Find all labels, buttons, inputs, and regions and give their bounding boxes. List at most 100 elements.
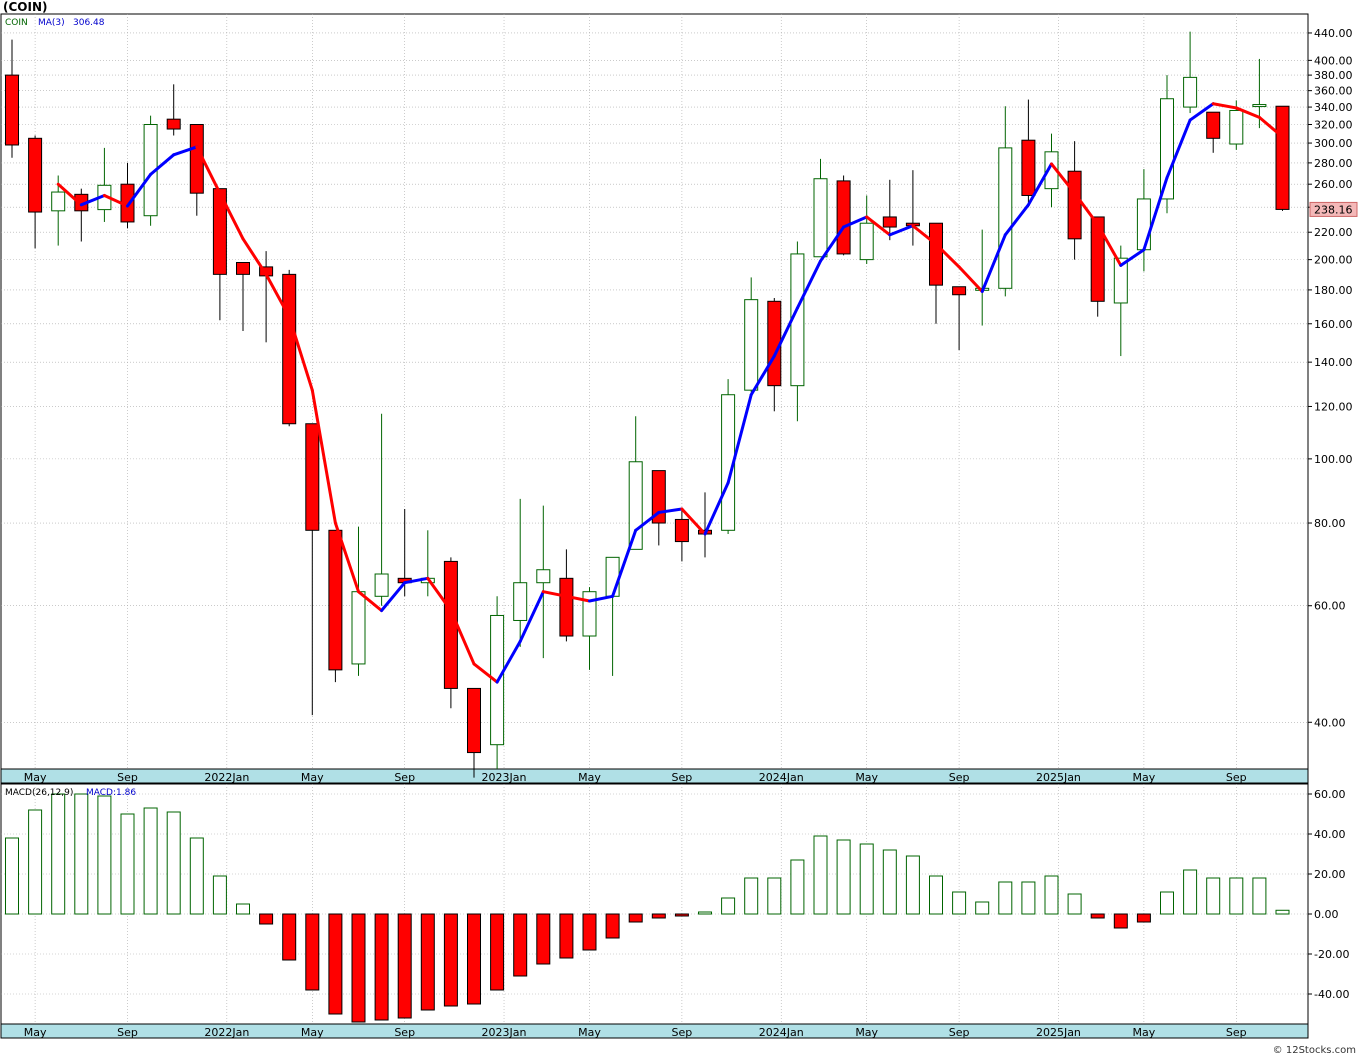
macd-tick-label: 40.00 <box>1314 828 1346 841</box>
price-tick-label: 260.00 <box>1314 178 1353 191</box>
price-x-label: May <box>24 771 47 784</box>
price-x-label: 2025Jan <box>1036 771 1081 784</box>
macd-bar-negative <box>536 913 551 965</box>
macd-bar-negative <box>582 913 597 951</box>
price-tick-label: 340.00 <box>1314 101 1353 114</box>
macd-bar-negative <box>605 913 620 939</box>
macd-x-label: May <box>578 1026 601 1039</box>
price-x-label: Sep <box>117 771 138 784</box>
candle-body-up <box>1183 76 1198 108</box>
macd-x-label: May <box>1133 1026 1156 1039</box>
macd-bar-negative <box>1113 913 1128 929</box>
macd-tick-label: 60.00 <box>1314 788 1346 801</box>
candle-body-up <box>582 591 597 637</box>
ma3-line-segment <box>703 481 730 536</box>
ma3-line-segment <box>911 224 938 246</box>
candle-body-up <box>513 582 528 621</box>
macd-bar-positive <box>1067 893 1082 915</box>
ma3-line-segment <box>218 191 245 241</box>
macd-bar-positive <box>166 811 181 915</box>
macd-bar-negative <box>513 913 528 977</box>
candle-body-up <box>1113 257 1128 304</box>
macd-bar-negative <box>305 913 320 991</box>
ma3-line-segment <box>1073 191 1100 226</box>
macd-bar-negative <box>651 913 666 919</box>
candle-body-down <box>467 687 481 754</box>
candle-body-down <box>5 74 19 146</box>
macd-tick-label: 20.00 <box>1314 868 1346 881</box>
macd-x-label: May <box>855 1026 878 1039</box>
macd-bar-positive <box>1275 909 1290 915</box>
candle-body-down <box>328 529 343 671</box>
candle-body-down <box>674 518 689 543</box>
last-price-box <box>1309 201 1358 217</box>
ma3-line-segment <box>657 507 684 514</box>
candle-body-down <box>1090 216 1105 302</box>
price-x-label: Sep <box>1226 771 1247 784</box>
macd-bar-negative <box>443 913 458 1007</box>
macd-bar-negative <box>420 913 435 1011</box>
ma3-line-segment <box>172 145 199 157</box>
ma3-line-segment <box>495 639 522 684</box>
price-tick-label: 60.00 <box>1314 600 1346 613</box>
macd-bar-positive <box>5 837 19 915</box>
ma3-line-segment <box>726 393 753 485</box>
price-tick-label: 140.00 <box>1314 356 1353 369</box>
macd-bar-positive <box>975 901 990 915</box>
price-legend-symbol: COIN <box>5 18 28 28</box>
macd-bar-negative <box>374 913 389 1021</box>
ma3-line-segment <box>819 225 846 263</box>
candle-body-down <box>1067 170 1082 240</box>
price-tick-label: 400.00 <box>1314 54 1353 67</box>
macd-tick-label: -20.00 <box>1314 948 1349 961</box>
candle-body-up <box>1160 98 1174 200</box>
macd-bar-positive <box>236 903 250 915</box>
macd-bar-positive <box>1183 869 1198 915</box>
price-panel-frame <box>0 13 1309 770</box>
ma3-line-segment <box>1003 203 1030 237</box>
macd-bar-positive <box>51 793 66 915</box>
price-x-label: Sep <box>672 771 693 784</box>
ma3-line-segment <box>472 662 499 684</box>
candle-body-down <box>212 188 227 275</box>
macd-bar-positive <box>721 897 736 915</box>
macd-bar-positive <box>1021 881 1036 915</box>
macd-bar-positive <box>905 855 920 915</box>
ma3-line-segment <box>749 354 776 397</box>
price-legend-ma-label: MA(3) <box>38 18 65 28</box>
macd-x-label: Sep <box>117 1026 138 1039</box>
price-x-label: 2023Jan <box>482 771 527 784</box>
macd-bar-negative <box>259 913 274 925</box>
macd-bar-positive <box>836 839 851 915</box>
ma3-line-segment <box>611 528 638 598</box>
candle-body-up <box>351 591 366 665</box>
macd-tick-label: -40.00 <box>1314 988 1349 1001</box>
macd-x-label: May <box>301 1026 324 1039</box>
ma3-line-segment <box>1257 115 1284 139</box>
macd-bar-negative <box>282 913 297 961</box>
candle-body-up <box>605 556 620 597</box>
macd-bar-positive <box>767 877 782 915</box>
ma3-line-segment <box>56 182 83 207</box>
ma3-line-segment <box>588 594 615 603</box>
price-tick-label: 300.00 <box>1314 137 1353 150</box>
candle-body-down <box>882 216 897 228</box>
ma3-line-segment <box>1026 162 1053 207</box>
candle-body-down <box>1275 105 1290 210</box>
macd-bar-positive <box>1252 877 1267 915</box>
macd-bar-negative <box>1090 913 1105 919</box>
ma3-line-segment <box>795 259 822 310</box>
candle-body-up <box>813 178 828 258</box>
ma3-line-segment <box>102 193 129 208</box>
ma3-line-segment <box>126 172 153 208</box>
macd-x-label: 2023Jan <box>482 1026 527 1039</box>
macd-bar-positive <box>97 795 112 915</box>
macd-x-label: May <box>24 1026 47 1039</box>
macd-x-label: Sep <box>394 1026 415 1039</box>
macd-bar-positive <box>1206 877 1221 915</box>
ma3-line-segment <box>680 507 707 536</box>
ma3-line-segment <box>1096 222 1123 267</box>
ma3-line-segment <box>772 306 799 358</box>
price-date-axis-bar <box>0 768 1309 784</box>
